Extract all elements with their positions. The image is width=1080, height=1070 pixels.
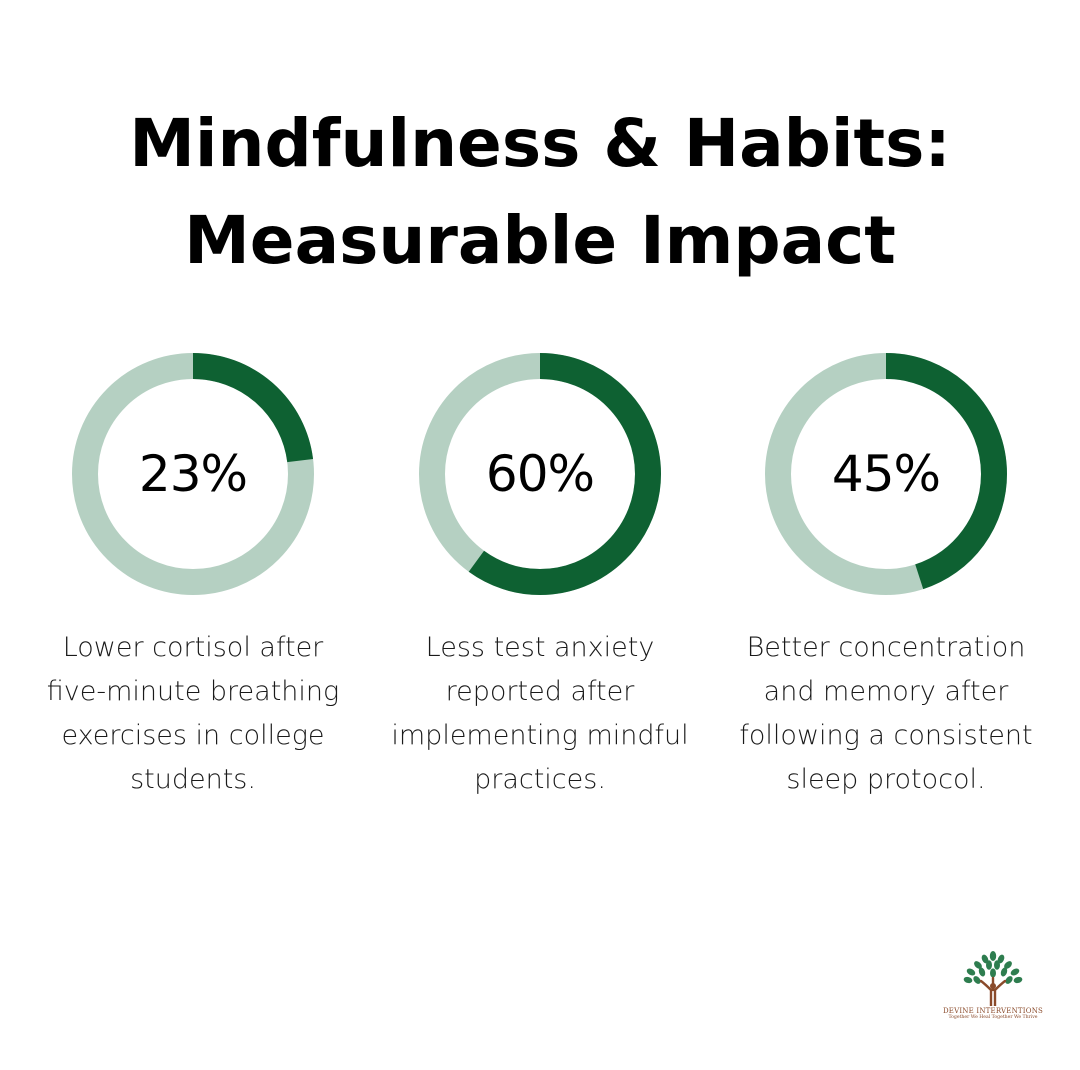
donut-arc-1 (72, 353, 314, 595)
stat-description-3: Better concentration and memory after fo… (739, 632, 1033, 795)
tree-logo-icon (963, 951, 1023, 1006)
brand-name: DEVINE INTERVENTIONS (942, 1007, 1044, 1015)
donut-chart-1: 23% (71, 352, 315, 596)
donut-svg-3 (765, 353, 1007, 595)
stat-card-1: 23% Lower cortisol after five-minute bre… (28, 352, 358, 802)
donut-svg-2 (419, 353, 661, 595)
brand-tagline: Together We Heal Together We Thrive (948, 1015, 1038, 1020)
percent-label-1: 23% (138, 445, 248, 503)
title-line-2: Measurable Impact (184, 202, 896, 279)
donut-chart-3: 45% (764, 352, 1008, 596)
donut-svg-1 (72, 353, 314, 595)
stat-description-2: Less test anxiety reported after impleme… (391, 632, 689, 795)
stat-description-1: Lower cortisol after five-minute breathi… (46, 632, 340, 795)
stat-card-2: 60% Less test anxiety reported after imp… (375, 352, 705, 802)
donut-arc-3 (765, 353, 1007, 595)
title-line-1: Mindfulness & Habits: (129, 105, 951, 182)
percent-label-2: 60% (485, 445, 595, 503)
stat-card-3: 45% Better concentration and memory afte… (721, 352, 1051, 802)
brand-logo: DEVINE INTERVENTIONS Together We Heal To… (938, 950, 1048, 1030)
page-title: Mindfulness & Habits: Measurable Impact (0, 95, 1080, 289)
donut-chart-2: 60% (418, 352, 662, 596)
percent-label-3: 45% (831, 445, 941, 503)
donut-arc-2 (419, 353, 661, 595)
